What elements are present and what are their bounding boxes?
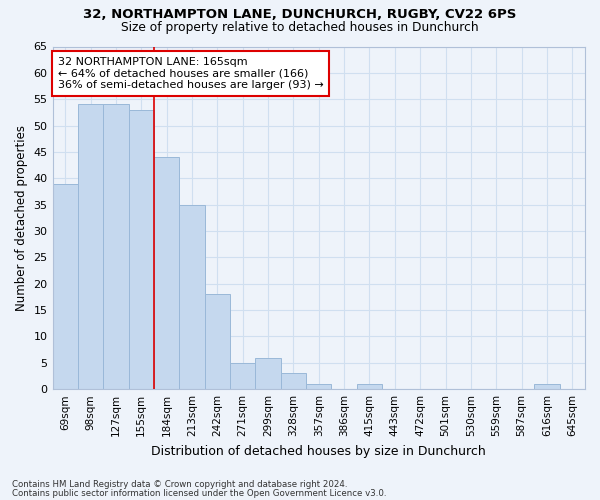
- Text: Contains HM Land Registry data © Crown copyright and database right 2024.: Contains HM Land Registry data © Crown c…: [12, 480, 347, 489]
- Bar: [534, 384, 560, 389]
- Bar: [256, 358, 281, 389]
- Bar: [306, 384, 331, 389]
- Bar: [103, 104, 128, 389]
- Bar: [205, 294, 230, 389]
- Text: 32 NORTHAMPTON LANE: 165sqm
← 64% of detached houses are smaller (166)
36% of se: 32 NORTHAMPTON LANE: 165sqm ← 64% of det…: [58, 57, 323, 90]
- Bar: [128, 110, 154, 389]
- Bar: [78, 104, 103, 389]
- Bar: [53, 184, 78, 389]
- Text: 32, NORTHAMPTON LANE, DUNCHURCH, RUGBY, CV22 6PS: 32, NORTHAMPTON LANE, DUNCHURCH, RUGBY, …: [83, 8, 517, 20]
- Text: Size of property relative to detached houses in Dunchurch: Size of property relative to detached ho…: [121, 21, 479, 34]
- Y-axis label: Number of detached properties: Number of detached properties: [15, 125, 28, 311]
- Bar: [230, 363, 256, 389]
- Text: Contains public sector information licensed under the Open Government Licence v3: Contains public sector information licen…: [12, 489, 386, 498]
- Bar: [281, 374, 306, 389]
- Bar: [357, 384, 382, 389]
- Bar: [179, 204, 205, 389]
- X-axis label: Distribution of detached houses by size in Dunchurch: Distribution of detached houses by size …: [151, 444, 486, 458]
- Bar: [154, 157, 179, 389]
